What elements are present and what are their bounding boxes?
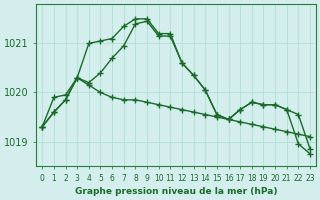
X-axis label: Graphe pression niveau de la mer (hPa): Graphe pression niveau de la mer (hPa) bbox=[75, 187, 277, 196]
